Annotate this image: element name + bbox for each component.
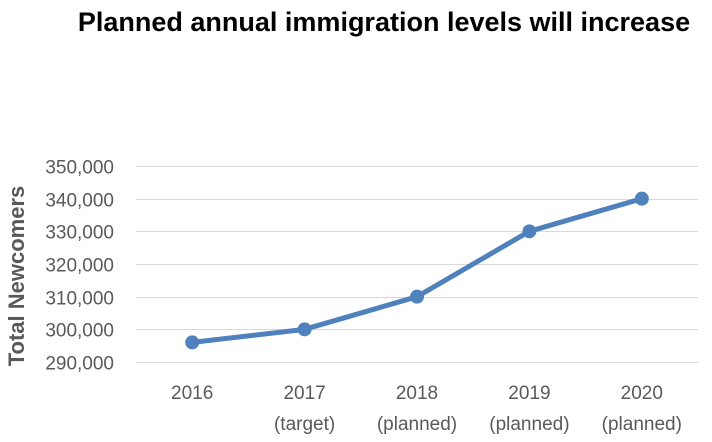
data-point xyxy=(522,224,537,239)
x-tick-label-line: (planned) xyxy=(602,414,682,435)
x-tick-label: 2018 (planned) xyxy=(377,383,457,435)
x-tick-label: 2016 xyxy=(171,383,213,404)
x-tick-label: 2019 (planned) xyxy=(489,383,569,435)
y-tick-label: 330,000 xyxy=(45,223,114,244)
x-tick-label-line: 2017 xyxy=(283,383,325,404)
x-tick-label-line: 2018 xyxy=(396,383,438,404)
y-tick-label: 290,000 xyxy=(45,354,114,375)
y-tick-label: 310,000 xyxy=(45,289,114,310)
data-markers xyxy=(185,191,649,350)
y-tick-labels: 290,000 300,000 310,000 320,000 330,000 340,0… xyxy=(45,158,114,375)
chart-title: Planned annual immigration levels will i… xyxy=(78,7,690,37)
x-tick-label-line: (target) xyxy=(274,414,335,435)
data-point xyxy=(297,322,312,337)
x-tick-label-line: 2020 xyxy=(621,383,663,404)
x-tick-labels: 2016 2017 (target) 2018 (planned) 2019 (planne… xyxy=(171,383,682,435)
series-line xyxy=(189,196,645,345)
series-line-path xyxy=(189,196,645,345)
y-tick-label: 320,000 xyxy=(45,256,114,277)
y-tick-label: 350,000 xyxy=(45,158,114,179)
data-point xyxy=(634,191,649,206)
y-axis-title: Total Newcomers xyxy=(4,186,29,367)
data-point xyxy=(410,289,424,304)
x-tick-label-line: 2019 xyxy=(508,383,550,404)
data-point xyxy=(185,335,200,350)
grid-lines xyxy=(136,166,698,363)
x-tick-label-line: (planned) xyxy=(377,414,457,435)
x-tick-label-line: (planned) xyxy=(489,414,569,435)
x-tick-label: 2020 (planned) xyxy=(602,383,682,435)
y-tick-label: 300,000 xyxy=(45,321,114,342)
y-tick-label: 340,000 xyxy=(45,191,114,212)
x-tick-label: 2017 (target) xyxy=(274,383,335,435)
x-tick-label-line: 2016 xyxy=(171,383,213,404)
